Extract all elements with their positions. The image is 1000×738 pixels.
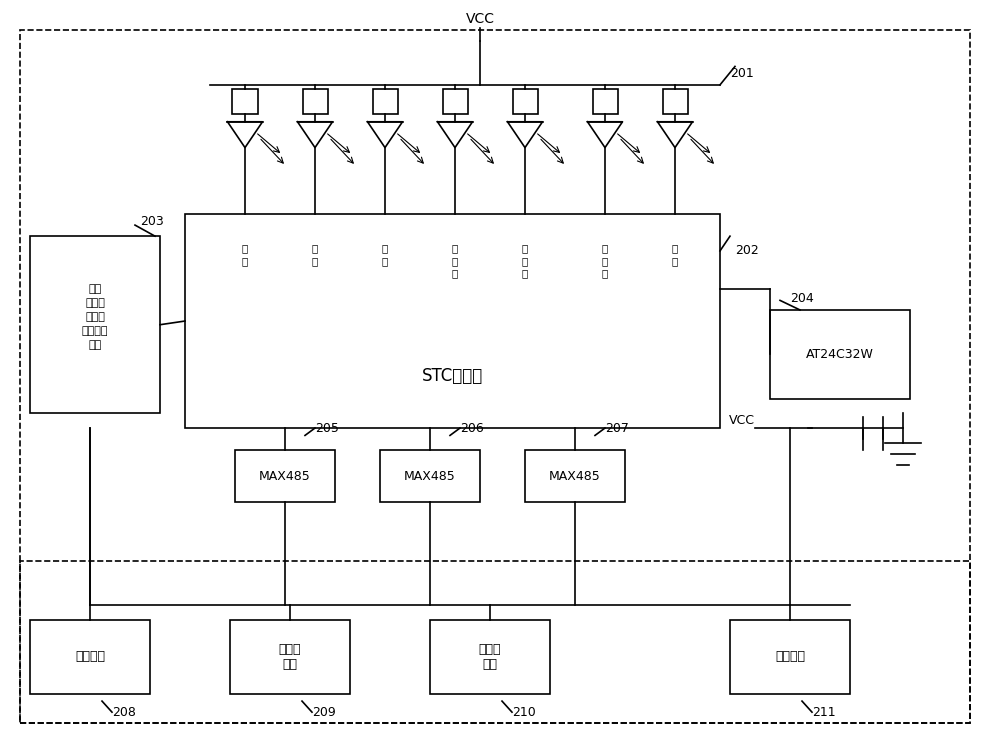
FancyBboxPatch shape <box>730 620 850 694</box>
Text: 设
置: 设 置 <box>242 244 248 266</box>
Text: 206: 206 <box>460 421 484 435</box>
Text: 运
行: 运 行 <box>312 244 318 266</box>
Text: 203: 203 <box>140 215 164 228</box>
Text: 202: 202 <box>735 244 759 258</box>
FancyBboxPatch shape <box>663 89 688 114</box>
Text: AT24C32W: AT24C32W <box>806 348 874 361</box>
FancyBboxPatch shape <box>770 310 910 399</box>
Text: 右
渔
舶: 右 渔 舶 <box>522 244 528 278</box>
FancyBboxPatch shape <box>30 620 150 694</box>
FancyBboxPatch shape <box>302 89 328 114</box>
FancyBboxPatch shape <box>232 89 258 114</box>
Text: 编
码
器: 编 码 器 <box>602 244 608 278</box>
FancyBboxPatch shape <box>30 236 160 413</box>
Text: 零位
左渔舶
右渔舶
拨码开关
按键: 零位 左渔舶 右渔舶 拨码开关 按键 <box>82 284 108 351</box>
FancyBboxPatch shape <box>513 89 538 114</box>
FancyBboxPatch shape <box>185 214 720 428</box>
Text: 电源接口: 电源接口 <box>75 650 105 663</box>
Text: 通
信: 通 信 <box>672 244 678 266</box>
Text: 210: 210 <box>512 706 536 719</box>
Text: 211: 211 <box>812 706 836 719</box>
Text: MAX485: MAX485 <box>404 469 456 483</box>
Text: VCC: VCC <box>466 12 494 26</box>
Text: MAX485: MAX485 <box>549 469 601 483</box>
Text: 208: 208 <box>112 706 136 719</box>
FancyBboxPatch shape <box>430 620 550 694</box>
FancyBboxPatch shape <box>380 450 480 502</box>
Text: 零
位: 零 位 <box>382 244 388 266</box>
Text: 207: 207 <box>605 421 629 435</box>
Text: STC单片机: STC单片机 <box>422 368 483 385</box>
Text: 204: 204 <box>790 292 814 306</box>
Text: 编码器
接口: 编码器 接口 <box>479 643 501 671</box>
Text: MAX485: MAX485 <box>259 469 311 483</box>
FancyBboxPatch shape <box>372 89 398 114</box>
Text: 201: 201 <box>730 67 754 80</box>
FancyBboxPatch shape <box>525 450 625 502</box>
Text: 发送器
接口: 发送器 接口 <box>279 643 301 671</box>
Bar <box>20 561 970 723</box>
Text: 左
渔
舶: 左 渔 舶 <box>452 244 458 278</box>
Text: 罗经接口: 罗经接口 <box>775 650 805 663</box>
Text: 205: 205 <box>315 421 339 435</box>
Text: 209: 209 <box>312 706 336 719</box>
FancyBboxPatch shape <box>442 89 468 114</box>
FancyBboxPatch shape <box>235 450 335 502</box>
FancyBboxPatch shape <box>230 620 350 694</box>
FancyBboxPatch shape <box>592 89 618 114</box>
Text: VCC: VCC <box>729 414 755 427</box>
